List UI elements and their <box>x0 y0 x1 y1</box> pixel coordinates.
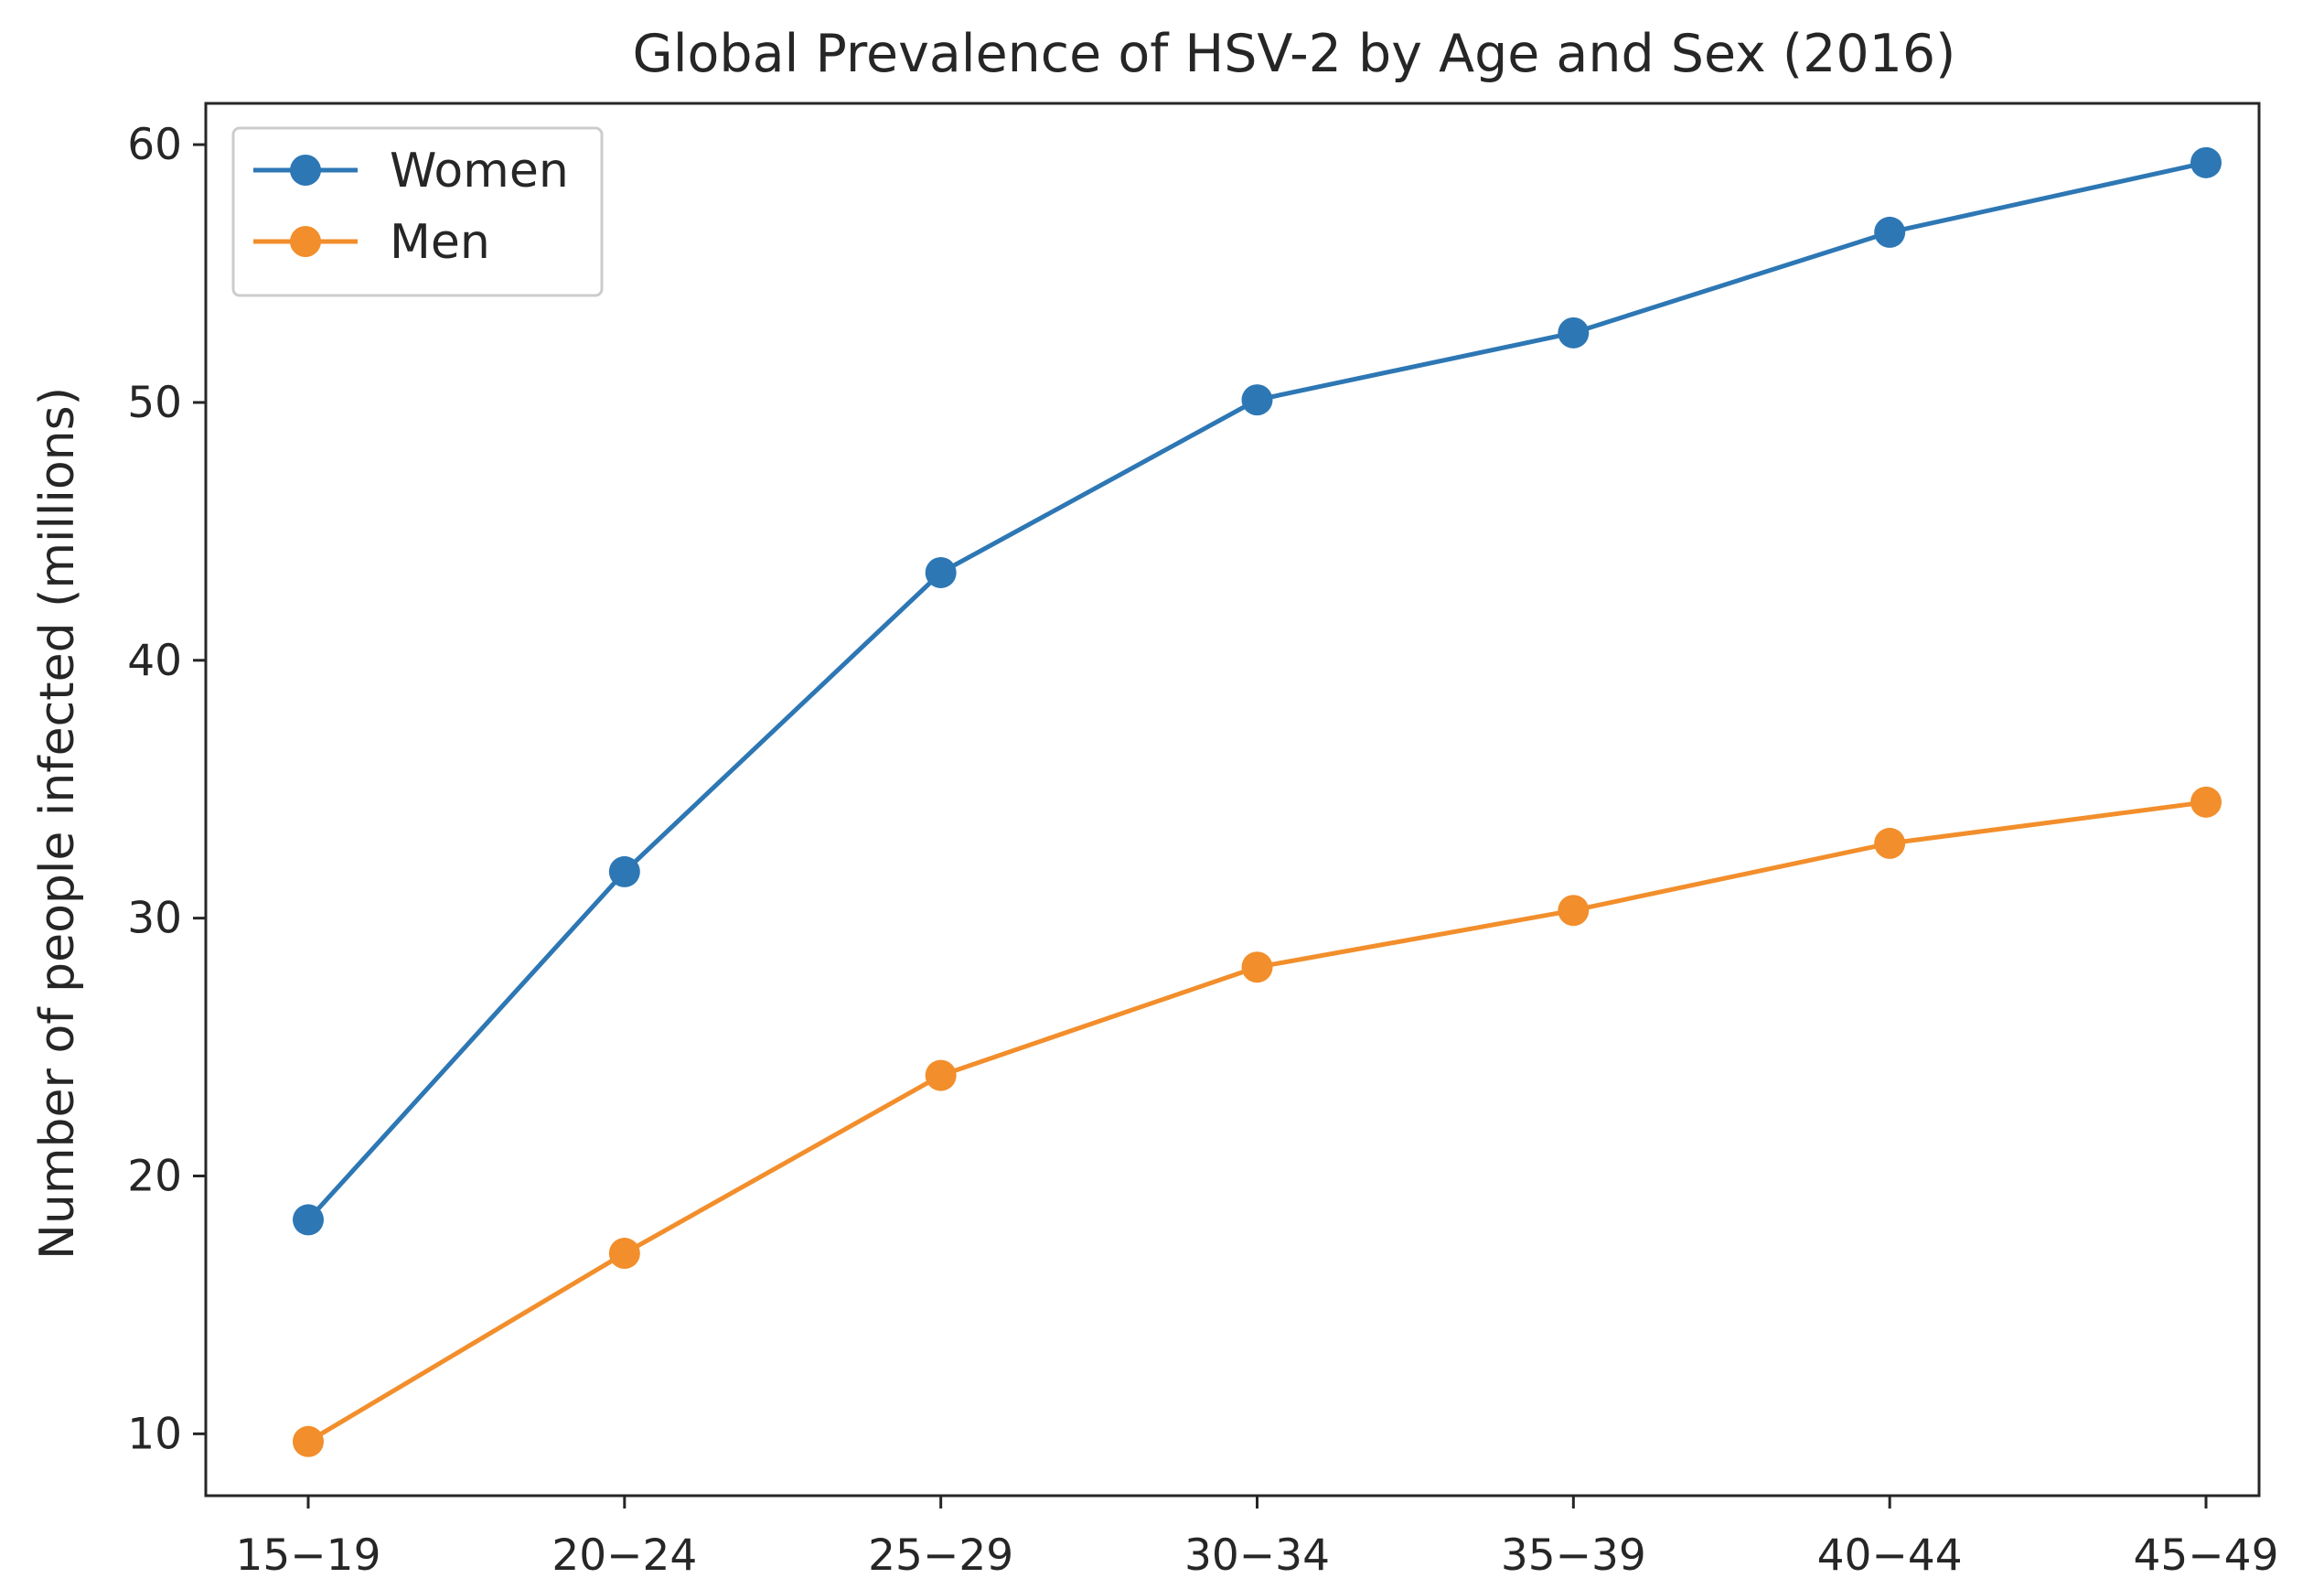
x-tick-label: 40−44 <box>1817 1530 1963 1581</box>
legend-label-men: Men <box>390 215 490 270</box>
x-tick-label: 25−29 <box>868 1530 1013 1581</box>
data-point-women <box>1558 317 1590 349</box>
data-point-men <box>1874 827 1906 859</box>
x-tick-label: 45−49 <box>2134 1530 2279 1581</box>
y-tick-label: 10 <box>127 1409 182 1459</box>
x-axis-ticks: 15−19 20−24 25−29 30−34 35−39 40−44 45−49 <box>236 1496 2279 1581</box>
data-point-women <box>1241 384 1273 416</box>
data-point-women <box>608 855 640 887</box>
y-axis-label: Number of people infected (millions) <box>30 387 85 1260</box>
y-tick-label: 40 <box>127 636 182 686</box>
data-point-men <box>1241 951 1273 983</box>
y-tick-label: 60 <box>127 120 182 170</box>
data-point-women <box>293 1204 324 1236</box>
y-tick-label: 20 <box>127 1152 182 1202</box>
legend-marker-men <box>290 226 321 257</box>
data-point-men <box>608 1238 640 1270</box>
legend-label-women: Women <box>390 144 569 199</box>
legend: Women Men <box>231 126 604 297</box>
series-layer <box>293 146 2222 1457</box>
x-tick-label: 20−24 <box>552 1530 697 1581</box>
data-point-women <box>925 556 957 588</box>
chart-title: Global Prevalence of HSV-2 by Age and Se… <box>633 24 1956 84</box>
data-point-women <box>1874 216 1906 248</box>
data-point-men <box>2190 786 2222 818</box>
x-tick-label: 15−19 <box>236 1530 381 1581</box>
x-tick-label: 35−39 <box>1501 1530 1646 1581</box>
data-point-women <box>2190 146 2222 178</box>
data-point-men <box>293 1425 324 1457</box>
data-point-men <box>925 1059 957 1091</box>
legend-marker-women <box>290 155 321 186</box>
y-axis-ticks: 10 20 30 40 50 60 <box>127 120 206 1459</box>
plot-frame <box>204 102 2261 1498</box>
y-tick-label: 30 <box>127 894 182 944</box>
y-tick-label: 50 <box>127 378 182 428</box>
data-point-men <box>1558 895 1590 927</box>
x-tick-label: 30−34 <box>1184 1530 1330 1581</box>
